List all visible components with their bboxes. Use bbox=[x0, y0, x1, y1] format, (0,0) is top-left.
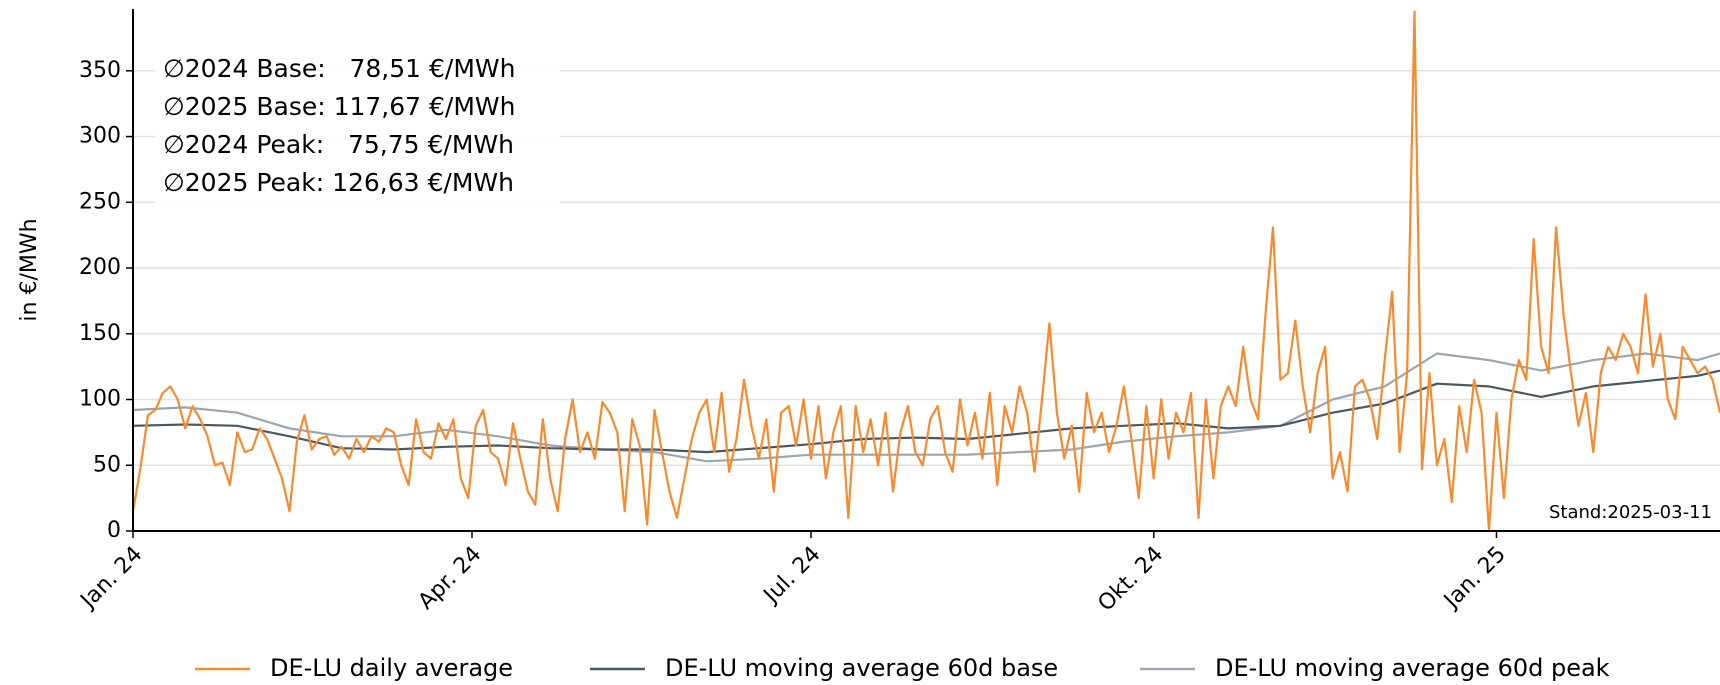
x-tick-label: Apr. 24 bbox=[414, 542, 487, 615]
y-tick-label: 100 bbox=[79, 387, 121, 412]
y-axis-label: in €/MWh bbox=[17, 218, 42, 321]
series-line bbox=[133, 369, 1720, 454]
y-tick-label: 150 bbox=[79, 321, 121, 346]
plot-area bbox=[133, 10, 1720, 531]
y-tick-label: 0 bbox=[107, 518, 121, 543]
y-tick-label: 200 bbox=[79, 255, 121, 280]
annotation-box bbox=[155, 48, 560, 208]
series-line bbox=[133, 10, 1720, 531]
y-tick-label: 350 bbox=[79, 58, 121, 83]
legend-label: DE-LU daily average bbox=[270, 654, 513, 682]
legend-label: DE-LU moving average 60d base bbox=[665, 654, 1058, 682]
annotation: ∅2024 Peak: 75,75 €/MWh bbox=[163, 130, 514, 159]
note: Stand:2025-03-11 bbox=[1549, 502, 1712, 523]
legend-label: DE-LU moving average 60d peak bbox=[1215, 654, 1610, 682]
annotation: ∅2025 Base: 117,67 €/MWh bbox=[163, 92, 515, 121]
annotation: ∅2025 Peak: 126,63 €/MWh bbox=[163, 168, 514, 197]
x-tick-label: Jul. 24 bbox=[758, 542, 826, 610]
y-tick-label: 300 bbox=[79, 124, 121, 149]
series-line bbox=[133, 352, 1720, 463]
y-tick-label: 250 bbox=[79, 189, 121, 214]
x-tick-label: Okt. 24 bbox=[1094, 542, 1169, 617]
annotation: ∅2024 Base: 78,51 €/MWh bbox=[163, 54, 515, 83]
x-tick-label: Jan. 25 bbox=[1438, 542, 1511, 615]
x-tick-label: Jan. 24 bbox=[75, 542, 148, 615]
y-tick-label: 50 bbox=[93, 452, 121, 477]
